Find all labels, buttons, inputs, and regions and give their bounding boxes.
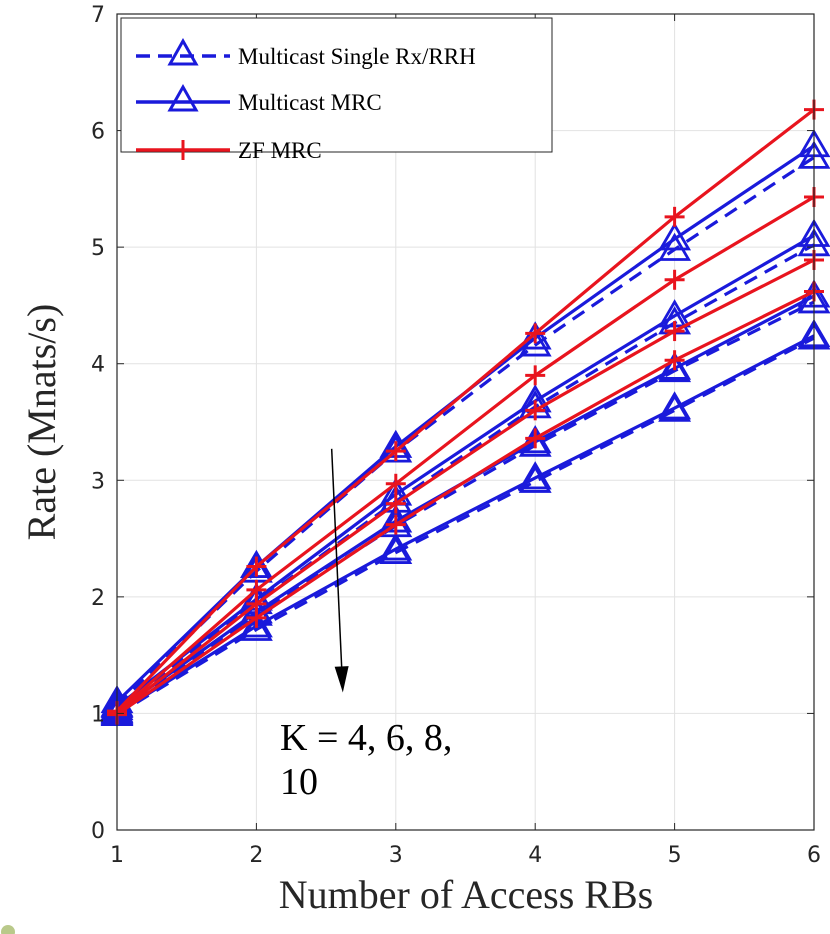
series-line — [116, 290, 815, 716]
x-tick-label: 6 — [807, 843, 821, 868]
triangle-marker — [518, 464, 552, 493]
axes-box — [116, 13, 815, 831]
series-line — [116, 336, 815, 716]
x-tick-label: 2 — [249, 843, 263, 868]
y-tick-label: 6 — [91, 120, 105, 145]
k-annotation: K = 4, 6, 8, 10 — [280, 448, 452, 803]
y-tick-label: 1 — [91, 702, 105, 727]
series-line — [115, 156, 815, 707]
plus-marker — [246, 607, 267, 628]
legend-triangle-marker — [167, 83, 199, 112]
legend-label-single-rx: Multicast Single Rx/RRH — [238, 44, 476, 69]
triangle-marker — [379, 532, 413, 561]
x-axis-label: Number of Access RBs — [279, 872, 653, 917]
plus-marker — [385, 514, 406, 535]
legend-item-single-rx: Multicast Single Rx/RRH — [136, 37, 476, 69]
plus-marker — [246, 556, 267, 577]
y-tick-label: 0 — [91, 819, 105, 844]
plus-marker — [525, 365, 546, 386]
y-tick-label: 2 — [91, 586, 105, 611]
x-tick-label: 4 — [528, 843, 542, 868]
legend-item-zf-mrc: ZF MRC — [136, 138, 322, 163]
y-axis-label: Rate (Mnats/s) — [19, 304, 64, 541]
y-tick-label: 4 — [91, 353, 105, 378]
legend-label-multicast-mrc: Multicast MRC — [238, 90, 382, 115]
plus-marker — [525, 400, 546, 421]
series-line — [115, 108, 815, 713]
annotation-text-line1: K = 4, 6, 8, — [280, 717, 452, 759]
triangle-marker — [518, 461, 552, 490]
legend: Multicast Single Rx/RRH Multicast MRC ZF… — [120, 17, 553, 163]
plus-marker — [525, 323, 546, 344]
triangle-marker — [379, 535, 413, 564]
triangle-marker — [658, 232, 692, 261]
triangle-marker — [239, 612, 273, 641]
annotation-arrow — [330, 448, 343, 667]
plus-marker — [385, 493, 406, 514]
x-tick-label: 5 — [668, 843, 682, 868]
series-line — [116, 334, 815, 715]
series-line — [116, 234, 815, 708]
plus-marker — [385, 441, 406, 462]
plus-marker — [664, 321, 685, 342]
y-tick-label: 7 — [91, 3, 105, 28]
legend-item-multicast-mrc: Multicast MRC — [136, 83, 382, 115]
series-line — [116, 300, 815, 714]
series-line — [115, 195, 815, 714]
plus-marker — [525, 428, 546, 449]
x-tick-label: 1 — [110, 843, 124, 868]
y-tick-label: 3 — [91, 469, 105, 494]
plus-marker — [664, 350, 685, 371]
plus-marker — [664, 269, 685, 290]
triangle-marker — [518, 321, 552, 350]
triangle-marker — [658, 351, 692, 380]
plus-marker — [664, 206, 685, 227]
legend-triangle-marker — [167, 37, 199, 66]
y-tick-label: 5 — [91, 236, 105, 261]
annotation-arrowhead — [334, 666, 349, 693]
legend-box — [120, 17, 553, 153]
plus-marker — [385, 473, 406, 494]
triangle-marker — [658, 222, 692, 251]
triangle-marker — [658, 391, 692, 420]
series-line — [116, 258, 815, 715]
legend-label-zf-mrc: ZF MRC — [238, 138, 322, 163]
x-tick-label: 3 — [389, 843, 403, 868]
annotation-text-line2: 10 — [280, 761, 318, 803]
corner-artifact — [1, 925, 15, 934]
